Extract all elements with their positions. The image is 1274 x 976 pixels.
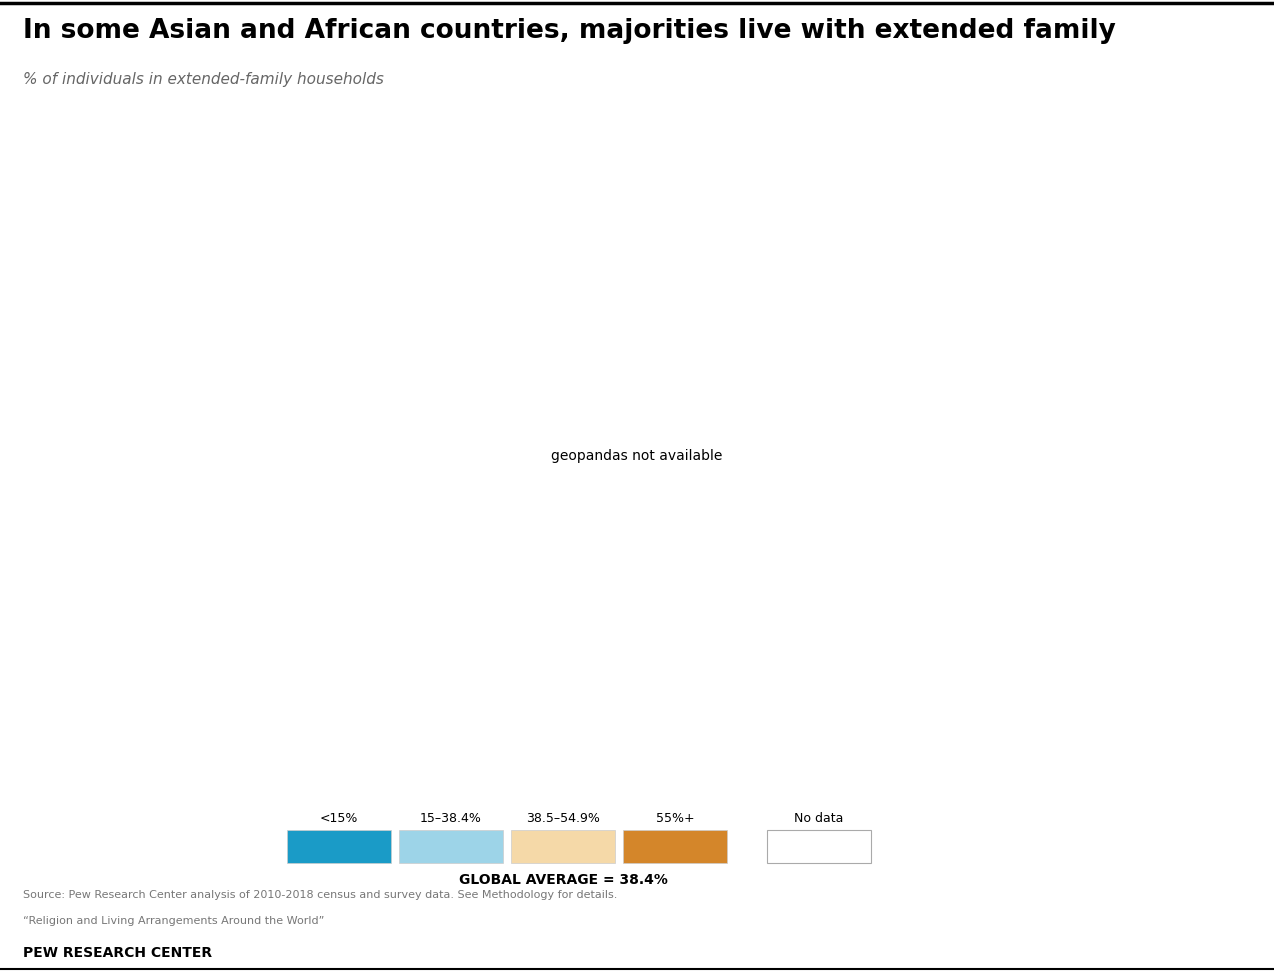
Text: 55%+: 55%+ <box>656 812 694 825</box>
Text: 15–38.4%: 15–38.4% <box>420 812 482 825</box>
Text: <15%: <15% <box>320 812 358 825</box>
Text: Source: Pew Research Center analysis of 2010-2018 census and survey data. See Me: Source: Pew Research Center analysis of … <box>23 890 618 900</box>
Text: 38.5–54.9%: 38.5–54.9% <box>526 812 600 825</box>
Bar <box>511 830 615 863</box>
Text: “Religion and Living Arrangements Around the World”: “Religion and Living Arrangements Around… <box>23 916 325 926</box>
Text: PEW RESEARCH CENTER: PEW RESEARCH CENTER <box>23 946 211 960</box>
Bar <box>767 830 871 863</box>
Text: % of individuals in extended-family households: % of individuals in extended-family hous… <box>23 71 383 87</box>
Bar <box>399 830 503 863</box>
Text: GLOBAL AVERAGE = 38.4%: GLOBAL AVERAGE = 38.4% <box>459 874 668 887</box>
Bar <box>623 830 727 863</box>
Text: No data: No data <box>795 812 843 825</box>
Text: geopandas not available: geopandas not available <box>552 449 722 464</box>
Bar <box>287 830 391 863</box>
Text: In some Asian and African countries, majorities live with extended family: In some Asian and African countries, maj… <box>23 19 1116 45</box>
